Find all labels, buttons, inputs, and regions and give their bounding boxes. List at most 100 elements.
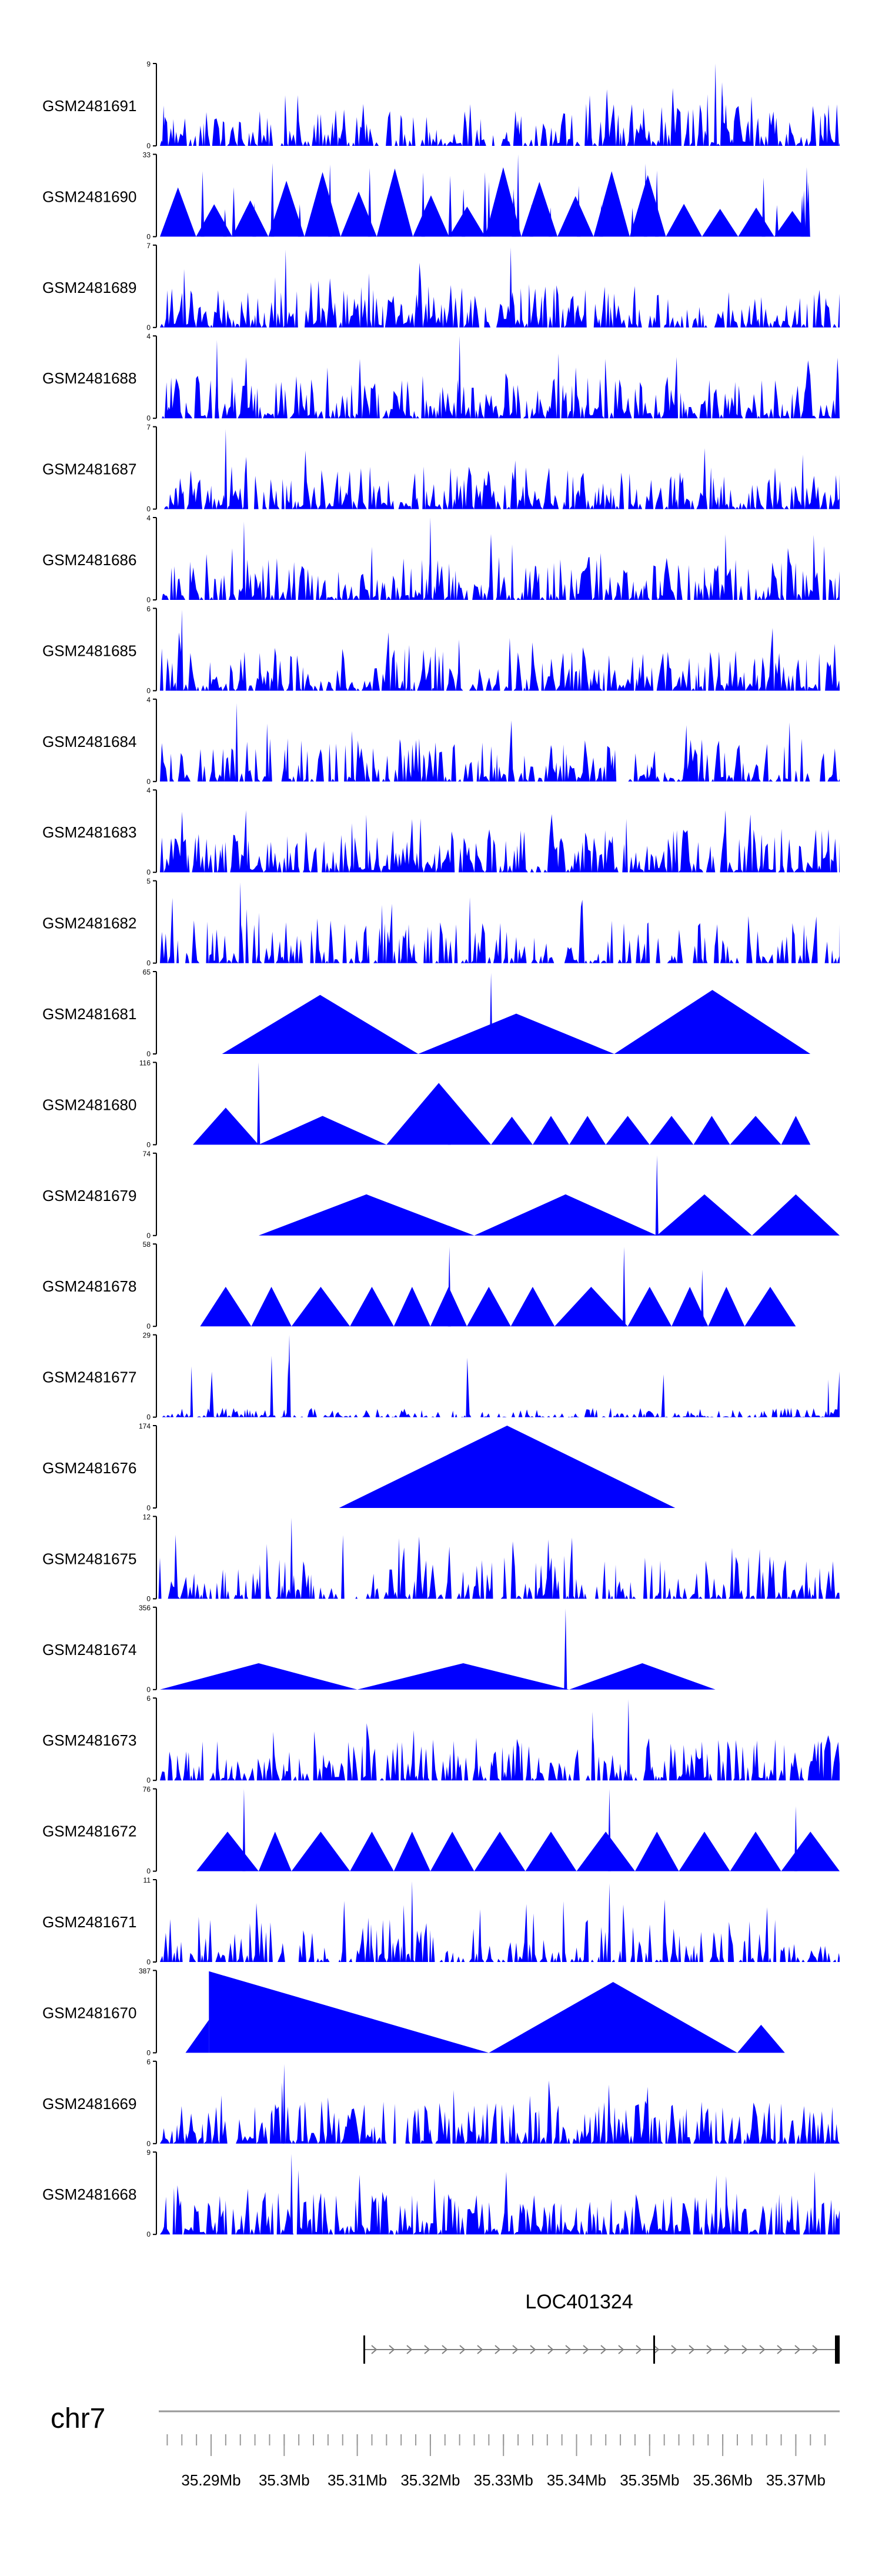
track-GSM2481675: GSM2481675 12 0 bbox=[42, 1513, 840, 1603]
track-GSM2481669: GSM2481669 6 0 bbox=[42, 2058, 840, 2148]
gene-track: LOC401324 bbox=[363, 2291, 840, 2364]
gene-exon bbox=[653, 2335, 655, 2364]
track-label: GSM2481676 bbox=[42, 1459, 136, 1477]
track-label: GSM2481678 bbox=[42, 1277, 136, 1295]
track-GSM2481690: GSM2481690 33 0 bbox=[42, 151, 811, 241]
y-tick-label-min: 0 bbox=[146, 1958, 151, 1966]
coverage-area bbox=[160, 448, 840, 509]
coverage-peak bbox=[357, 1663, 570, 1690]
coverage-peak bbox=[376, 168, 413, 237]
coverage-spike bbox=[448, 175, 452, 237]
coverage-peak bbox=[679, 1831, 730, 1871]
x-tick-label: 35.32Mb bbox=[400, 2471, 460, 2489]
track-label: GSM2481673 bbox=[42, 1731, 136, 1749]
coverage-area bbox=[160, 1534, 840, 1599]
track-label: GSM2481684 bbox=[42, 733, 136, 750]
coverage-peak bbox=[521, 182, 558, 237]
y-tick-label-min: 0 bbox=[146, 1322, 151, 1330]
coverage-spike bbox=[655, 1155, 659, 1236]
coverage-peak bbox=[350, 1287, 394, 1327]
track-GSM2481670: GSM2481670 387 0 bbox=[42, 1967, 785, 2057]
y-tick-label-min: 0 bbox=[146, 1140, 151, 1149]
track-GSM2481691: GSM2481691 9 0 bbox=[42, 60, 840, 150]
coverage-spike bbox=[447, 1099, 451, 1145]
y-tick-label-max: 9 bbox=[146, 60, 151, 68]
coverage-peak bbox=[291, 1287, 350, 1327]
y-tick-label-max: 356 bbox=[139, 1604, 151, 1612]
coverage-peak bbox=[701, 209, 739, 237]
y-tick-label-min: 0 bbox=[146, 1050, 151, 1058]
y-tick-label-max: 9 bbox=[146, 2148, 151, 2157]
track-label: GSM2481688 bbox=[42, 369, 136, 387]
track-label: GSM2481686 bbox=[42, 551, 136, 569]
coverage-peak bbox=[510, 1287, 555, 1327]
coverage-peak bbox=[491, 1116, 533, 1145]
coverage-peak bbox=[304, 172, 341, 237]
coverage-peak bbox=[485, 167, 522, 237]
coverage-peak bbox=[744, 1287, 796, 1327]
coverage-peak bbox=[196, 204, 232, 237]
x-tick-label: 35.29Mb bbox=[181, 2471, 240, 2489]
strand-arrow-icon bbox=[759, 2345, 766, 2354]
coverage-peak bbox=[339, 1426, 676, 1508]
coverage-peak bbox=[634, 1831, 679, 1871]
track-label: GSM2481670 bbox=[42, 2004, 136, 2021]
coverage-area bbox=[160, 2170, 840, 2235]
coverage-spike bbox=[447, 1247, 451, 1327]
coverage-spike bbox=[622, 1247, 626, 1327]
coverage-peak bbox=[474, 1831, 526, 1871]
strand-arrow-icon bbox=[618, 2345, 624, 2354]
coverage-area bbox=[160, 1899, 840, 1962]
track-GSM2481687: GSM2481687 7 0 bbox=[42, 423, 840, 513]
x-tick-label: 35.34Mb bbox=[547, 2471, 606, 2489]
coverage-peak bbox=[467, 1287, 511, 1327]
coverage-spike bbox=[627, 1699, 630, 1781]
coverage-spike bbox=[529, 204, 533, 237]
coverage-peak bbox=[222, 995, 419, 1054]
track-GSM2481689: GSM2481689 7 0 bbox=[42, 242, 840, 332]
strand-arrow-icon bbox=[724, 2345, 730, 2354]
strand-arrow-icon bbox=[477, 2345, 483, 2354]
track-label: GSM2481681 bbox=[42, 1005, 136, 1023]
coverage-peak bbox=[258, 1116, 387, 1145]
y-tick-label-min: 0 bbox=[146, 868, 151, 876]
coverage-spike bbox=[655, 170, 659, 237]
y-tick-label-min: 0 bbox=[146, 596, 151, 604]
coverage-spike bbox=[806, 181, 810, 237]
x-tick-label: 35.37Mb bbox=[766, 2471, 826, 2489]
strand-arrow-icon bbox=[706, 2345, 713, 2354]
coverage-peak bbox=[474, 1194, 657, 1236]
coverage-spike bbox=[421, 172, 425, 237]
y-tick-label-min: 0 bbox=[146, 1594, 151, 1603]
coverage-peak bbox=[160, 187, 196, 237]
track-label: GSM2481691 bbox=[42, 97, 136, 115]
coverage-spike bbox=[288, 1334, 291, 1417]
strand-arrow-icon bbox=[389, 2345, 395, 2354]
track-GSM2481674: GSM2481674 356 0 bbox=[42, 1604, 716, 1694]
coverage-peak bbox=[738, 207, 774, 237]
strand-arrow-icon bbox=[547, 2345, 554, 2354]
coverage-spike bbox=[483, 172, 487, 237]
y-tick-label-max: 6 bbox=[146, 605, 151, 613]
coverage-peak bbox=[525, 1831, 577, 1871]
track-label: GSM2481687 bbox=[42, 461, 136, 478]
y-tick-label-min: 0 bbox=[146, 2230, 151, 2238]
track-GSM2481682: GSM2481682 5 0 bbox=[42, 877, 840, 967]
y-tick-label-max: 76 bbox=[143, 1786, 151, 1794]
y-tick-label-max: 4 bbox=[146, 696, 151, 704]
strand-arrow-icon bbox=[689, 2345, 695, 2354]
strand-arrow-icon bbox=[565, 2345, 572, 2354]
y-tick-label-max: 7 bbox=[146, 242, 151, 250]
coverage-ramp bbox=[209, 1971, 489, 2053]
coverage-peak bbox=[569, 1116, 606, 1145]
coverage-peak bbox=[576, 1831, 635, 1871]
y-tick-label-min: 0 bbox=[146, 232, 151, 241]
coverage-spike bbox=[775, 205, 779, 237]
y-tick-label-min: 0 bbox=[146, 2140, 151, 2148]
coverage-spike bbox=[290, 1517, 293, 1599]
strand-arrow-icon bbox=[653, 2345, 660, 2354]
track-label: GSM2481690 bbox=[42, 188, 136, 205]
coverage-peak bbox=[532, 1116, 570, 1145]
strand-arrow-icon bbox=[371, 2345, 377, 2354]
